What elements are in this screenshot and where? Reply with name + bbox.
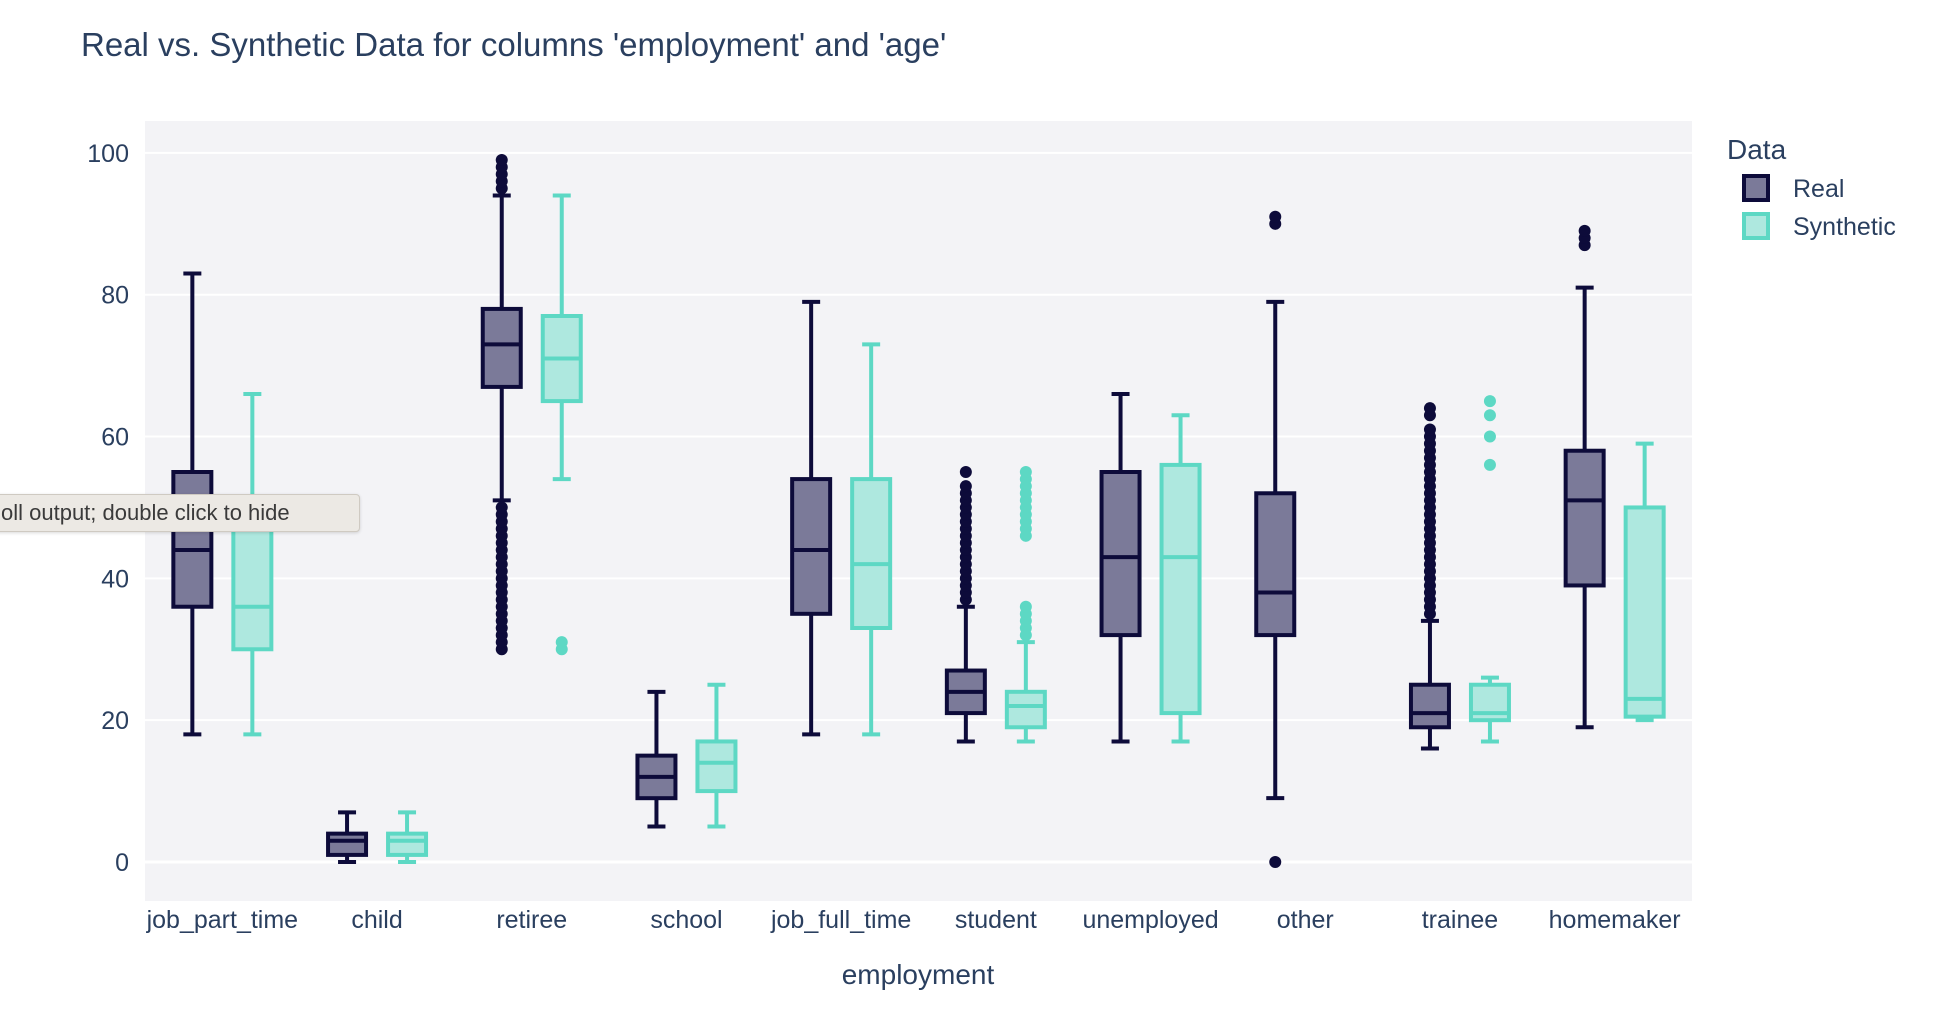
x-tick-label: school xyxy=(650,906,722,934)
outlier-point xyxy=(959,466,972,478)
outlier-point xyxy=(495,501,508,514)
legend-swatch xyxy=(1742,212,1770,240)
axes: employment job_part_time child retiree scho… xyxy=(146,906,1681,990)
outlier-point xyxy=(1483,409,1496,422)
output-toggle-tooltip[interactable]: oll output; double click to hide xyxy=(0,494,360,532)
iqr-box xyxy=(1159,462,1202,716)
box-synthetic-student xyxy=(1004,466,1047,744)
x-tick-label: student xyxy=(955,906,1037,934)
x-tick-label: other xyxy=(1277,906,1334,934)
iqr-box xyxy=(231,512,274,652)
iqr-box xyxy=(386,831,429,857)
iqr-box xyxy=(171,470,214,609)
outlier-point xyxy=(1578,224,1591,237)
x-tick-label: job_part_time xyxy=(146,906,298,934)
iqr-box xyxy=(1563,448,1606,588)
y-tick-label: 0 xyxy=(115,849,129,877)
box-synthetic-trainee xyxy=(1468,395,1511,744)
x-tick-label: homemaker xyxy=(1549,906,1681,934)
outlier-point xyxy=(1019,600,1032,613)
y-tick-label: 100 xyxy=(87,140,129,168)
outlier-point xyxy=(555,636,568,649)
x-tick-label: job_full_time xyxy=(770,906,911,934)
outlier-point xyxy=(1423,402,1436,415)
chart-title: Real vs. Synthetic Data for columns 'emp… xyxy=(81,26,947,63)
box-synthetic-retiree xyxy=(540,193,583,656)
outlier-point xyxy=(1269,856,1282,868)
box-synthetic-unemployed xyxy=(1159,413,1202,744)
x-tick-label: unemployed xyxy=(1082,906,1218,934)
box-real-trainee xyxy=(1408,402,1451,751)
box-real-child xyxy=(326,810,369,864)
box-real-homemaker xyxy=(1563,224,1606,730)
box-real-other xyxy=(1254,210,1297,868)
legend-swatch xyxy=(1742,174,1770,202)
x-tick-label: child xyxy=(351,906,402,934)
x-tick-label: trainee xyxy=(1422,906,1498,934)
outlier-point xyxy=(1483,395,1496,408)
iqr-box xyxy=(695,739,738,794)
outlier-point xyxy=(1019,466,1032,478)
x-axis-title: employment xyxy=(842,959,995,990)
iqr-box xyxy=(1254,491,1297,638)
legend-item-real[interactable]: Real xyxy=(1742,174,1844,203)
y-tick-label: 40 xyxy=(101,565,129,593)
box-real-unemployed xyxy=(1099,392,1142,744)
iqr-box xyxy=(850,477,893,630)
iqr-box xyxy=(1004,689,1047,730)
legend-title: Data xyxy=(1727,134,1787,165)
box-real-student xyxy=(944,466,987,744)
iqr-box xyxy=(1408,682,1451,730)
iqr-box xyxy=(1623,505,1666,719)
box-synthetic-child xyxy=(386,810,429,864)
outlier-point xyxy=(959,480,972,493)
y-tick-label: 60 xyxy=(101,424,129,452)
plot-background xyxy=(145,121,1692,901)
iqr-box xyxy=(480,306,523,389)
box-synthetic-job_full_time xyxy=(850,342,893,737)
box-real-retiree xyxy=(480,154,523,656)
box-real-school xyxy=(635,689,678,829)
outlier-point xyxy=(1483,458,1496,471)
box-synthetic-homemaker xyxy=(1623,441,1666,723)
y-tick-label: 20 xyxy=(101,707,129,735)
outlier-point xyxy=(1423,423,1436,436)
outlier-point xyxy=(1483,430,1496,443)
iqr-box xyxy=(790,477,833,616)
outlier-point xyxy=(1269,210,1282,223)
outlier-point xyxy=(495,154,508,166)
x-tick-label: retiree xyxy=(496,906,567,934)
legend-item-synthetic[interactable]: Synthetic xyxy=(1742,212,1896,241)
iqr-box xyxy=(326,831,369,857)
box-real-job_full_time xyxy=(790,299,833,737)
legend-label: Real xyxy=(1793,175,1844,203)
box-synthetic-school xyxy=(695,682,738,829)
y-tick-label: 80 xyxy=(101,282,129,310)
iqr-box xyxy=(1099,470,1142,638)
legend[interactable]: Data Real Synthetic xyxy=(1727,134,1896,241)
legend-label: Synthetic xyxy=(1793,213,1896,241)
